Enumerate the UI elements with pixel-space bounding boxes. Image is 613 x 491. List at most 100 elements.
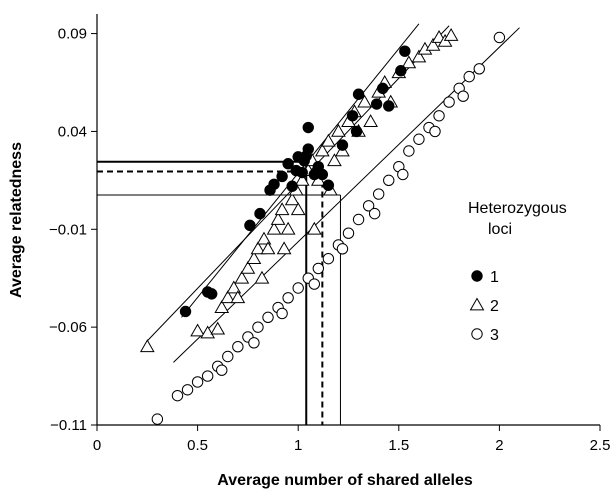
legend-marker-3 xyxy=(471,328,483,340)
x-tick-label: 2 xyxy=(495,437,503,454)
data-point xyxy=(220,290,236,304)
data-point xyxy=(286,180,298,192)
data-point xyxy=(327,153,342,167)
y-tick-label: −0.11 xyxy=(50,417,87,434)
legend-label-1: 1 xyxy=(490,269,499,286)
data-point xyxy=(322,252,335,265)
data-point xyxy=(268,178,280,190)
y-axis: 0.09 0.04 −0.01 −0.06 −0.11 xyxy=(49,26,97,434)
data-point xyxy=(397,168,409,181)
data-point xyxy=(151,413,164,425)
data-point xyxy=(302,121,314,134)
data-point xyxy=(276,307,288,320)
y-tick-label: −0.06 xyxy=(49,319,87,336)
data-point xyxy=(290,202,306,216)
x-tick-label: 2.5 xyxy=(590,437,611,454)
data-point xyxy=(352,213,365,226)
data-point xyxy=(411,49,427,63)
data-point xyxy=(321,133,336,147)
data-point xyxy=(201,370,214,382)
data-point xyxy=(296,166,308,179)
data-point xyxy=(306,221,322,235)
series-3-points xyxy=(151,31,506,425)
y-tick-label: 0.04 xyxy=(58,123,87,140)
data-point xyxy=(346,110,359,122)
data-point xyxy=(433,110,445,122)
data-point xyxy=(352,88,365,100)
data-point xyxy=(294,172,310,186)
data-point xyxy=(250,241,266,255)
data-point xyxy=(342,227,355,239)
x-axis-title: Average number of shared alleles xyxy=(217,472,473,489)
data-point xyxy=(383,100,395,112)
data-point xyxy=(270,211,286,225)
data-point xyxy=(234,270,250,284)
data-point xyxy=(399,45,411,57)
data-point xyxy=(226,280,242,294)
data-point xyxy=(276,170,288,183)
data-point xyxy=(254,207,266,220)
data-point xyxy=(350,125,363,138)
data-point xyxy=(377,82,389,95)
x-tick-label: 1 xyxy=(294,437,302,454)
data-point xyxy=(200,325,216,339)
legend: Heterozygous loci 1 2 3 xyxy=(468,200,567,344)
data-point xyxy=(181,384,194,396)
data-point xyxy=(383,174,395,187)
data-point xyxy=(262,311,274,324)
data-point xyxy=(244,219,256,232)
data-point xyxy=(403,145,415,157)
data-point xyxy=(308,278,320,290)
data-point xyxy=(370,98,383,110)
data-point xyxy=(282,158,294,170)
data-point xyxy=(246,251,262,265)
data-point xyxy=(171,389,184,402)
data-point xyxy=(260,241,276,255)
data-point xyxy=(362,200,375,212)
data-point xyxy=(274,202,290,216)
data-point xyxy=(493,31,506,44)
data-point xyxy=(254,270,270,284)
data-point xyxy=(232,341,244,353)
y-tick-label: 0.09 xyxy=(58,26,87,43)
data-point xyxy=(190,323,205,337)
data-point xyxy=(322,179,335,191)
data-point xyxy=(191,376,204,388)
data-point xyxy=(216,364,228,376)
x-tick-label: 0 xyxy=(93,437,101,454)
data-point xyxy=(282,292,294,304)
data-point xyxy=(413,133,425,145)
data-point xyxy=(205,288,218,300)
data-point xyxy=(395,65,407,77)
data-point xyxy=(368,207,381,220)
data-point xyxy=(214,300,230,313)
data-point xyxy=(316,168,329,181)
data-point xyxy=(312,262,325,275)
data-point xyxy=(230,290,246,304)
x-tick-label: 1.5 xyxy=(388,437,409,454)
data-point xyxy=(284,192,300,206)
data-point xyxy=(179,305,192,318)
legend-label-2: 2 xyxy=(490,298,499,315)
data-point xyxy=(292,282,304,294)
plot-area xyxy=(96,14,600,426)
data-point xyxy=(266,221,282,235)
data-point xyxy=(463,70,475,83)
legend-marker-1 xyxy=(471,270,483,282)
data-point xyxy=(429,125,441,138)
y-axis-title: Average relatedness xyxy=(8,142,25,298)
data-point xyxy=(425,37,441,51)
x-tick-label: 0.5 xyxy=(187,437,208,454)
data-point xyxy=(302,143,314,155)
data-point xyxy=(280,221,296,235)
data-point xyxy=(336,139,349,151)
data-point xyxy=(222,350,234,363)
data-point xyxy=(210,321,226,335)
data-point xyxy=(357,94,372,108)
data-point xyxy=(252,321,264,333)
y-tick-label: −0.01 xyxy=(49,221,87,238)
data-point xyxy=(363,114,378,128)
legend-marker-2 xyxy=(469,297,485,311)
data-point xyxy=(248,337,260,349)
